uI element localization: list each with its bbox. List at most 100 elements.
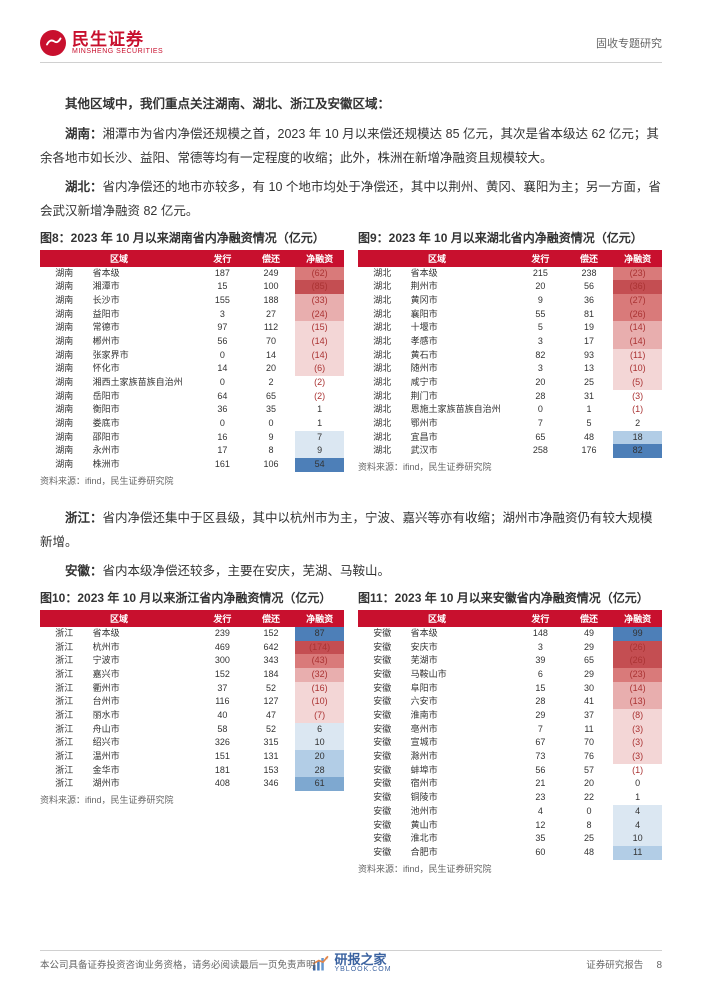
figure-8-source: 资料来源：ifind，民生证券研究院	[40, 474, 344, 487]
cell-net: (10)	[613, 362, 662, 376]
cell-region: 湖北	[358, 280, 407, 294]
figure-11-title: 图11：2023 年 10 月以来安徽省内净融资情况（亿元）	[358, 590, 662, 607]
cell-repay: 100	[247, 280, 296, 294]
cell-repay: 35	[247, 403, 296, 417]
table-row: 湖南娄底市001	[40, 417, 344, 431]
table-row: 湖北十堰市519(14)	[358, 321, 662, 335]
cell-city: 铜陵市	[407, 791, 516, 805]
cell-net: (36)	[613, 280, 662, 294]
cell-net: (174)	[295, 641, 344, 655]
table-row: 湖南衡阳市36351	[40, 403, 344, 417]
cell-repay: 29	[565, 641, 614, 655]
cell-city: 绍兴市	[89, 736, 198, 750]
table-row: 浙江省本级23915287	[40, 627, 344, 641]
cell-region: 湖南	[40, 335, 89, 349]
cell-net: 28	[295, 764, 344, 778]
cell-net: (7)	[295, 709, 344, 723]
cell-issue: 67	[516, 736, 565, 750]
cell-issue: 161	[198, 458, 247, 472]
cell-region: 安徽	[358, 791, 407, 805]
table-row: 安徽铜陵市23221	[358, 791, 662, 805]
table-header-repay: 偿还	[565, 250, 614, 267]
cell-net: (14)	[613, 321, 662, 335]
cell-net: (32)	[295, 668, 344, 682]
cell-net: 82	[613, 444, 662, 458]
cell-repay: 5	[565, 417, 614, 431]
cell-repay: 30	[565, 682, 614, 696]
cell-issue: 116	[198, 695, 247, 709]
cell-repay: 106	[247, 458, 296, 472]
cell-repay: 642	[247, 641, 296, 655]
cell-issue: 3	[516, 335, 565, 349]
cell-city: 省本级	[89, 627, 198, 641]
table-header-issue: 发行	[198, 250, 247, 267]
footer-report-type: 证券研究报告	[586, 960, 643, 971]
table-header-region: 区域	[358, 610, 516, 627]
cell-region: 湖北	[358, 267, 407, 281]
cell-city: 郴州市	[89, 335, 198, 349]
table-row: 安徽合肥市604811	[358, 846, 662, 860]
cell-issue: 3	[198, 308, 247, 322]
cell-region: 浙江	[40, 668, 89, 682]
table-row: 安徽淮南市2937(8)	[358, 709, 662, 723]
cell-region: 安徽	[358, 777, 407, 791]
cell-city: 舟山市	[89, 723, 198, 737]
cell-region: 安徽	[358, 709, 407, 723]
table-row: 浙江宁波市300343(43)	[40, 654, 344, 668]
table-row: 安徽池州市404	[358, 805, 662, 819]
cell-region: 安徽	[358, 682, 407, 696]
cell-repay: 76	[565, 750, 614, 764]
table-row: 湖南湘潭市15100(85)	[40, 280, 344, 294]
cell-net: 1	[613, 791, 662, 805]
brand-name-en: MINSHENG SECURITIES	[72, 48, 163, 55]
cell-net: (26)	[613, 641, 662, 655]
cell-net: (43)	[295, 654, 344, 668]
table-row: 湖南株洲市16110654	[40, 458, 344, 472]
cell-issue: 65	[516, 431, 565, 445]
cell-net: 87	[295, 627, 344, 641]
cell-repay: 20	[565, 777, 614, 791]
table-row: 浙江衢州市3752(16)	[40, 682, 344, 696]
cell-net: (1)	[613, 403, 662, 417]
cell-region: 安徽	[358, 750, 407, 764]
cell-region: 湖北	[358, 444, 407, 458]
cell-region: 浙江	[40, 641, 89, 655]
cell-net: (85)	[295, 280, 344, 294]
cell-repay: 57	[565, 764, 614, 778]
cell-net: 9	[295, 444, 344, 458]
table-row: 湖北荆州市2056(36)	[358, 280, 662, 294]
cell-region: 湖南	[40, 308, 89, 322]
table-row: 浙江舟山市58526	[40, 723, 344, 737]
cell-region: 湖北	[358, 294, 407, 308]
table-header-region: 区域	[40, 610, 198, 627]
table-row: 湖北鄂州市752	[358, 417, 662, 431]
cell-issue: 0	[516, 403, 565, 417]
cell-repay: 48	[565, 431, 614, 445]
cell-city: 株洲市	[89, 458, 198, 472]
cell-repay: 22	[565, 791, 614, 805]
cell-net: (2)	[295, 390, 344, 404]
table-header-net: 净融资	[295, 250, 344, 267]
cell-region: 湖南	[40, 267, 89, 281]
cell-net: 54	[295, 458, 344, 472]
cell-issue: 6	[516, 668, 565, 682]
cell-city: 六安市	[407, 695, 516, 709]
table-row: 浙江杭州市469642(174)	[40, 641, 344, 655]
cell-city: 黄石市	[407, 349, 516, 363]
cell-region: 安徽	[358, 627, 407, 641]
cell-issue: 469	[198, 641, 247, 655]
cell-city: 省本级	[407, 627, 516, 641]
table-header-net: 净融资	[613, 250, 662, 267]
table-row: 安徽芜湖市3965(26)	[358, 654, 662, 668]
cell-issue: 7	[516, 417, 565, 431]
cell-net: (33)	[295, 294, 344, 308]
cell-issue: 3	[516, 362, 565, 376]
cell-net: 0	[613, 777, 662, 791]
figure-row-1: 图8：2023 年 10 月以来湖南省内净融资情况（亿元） 区域发行偿还净融资湖…	[40, 230, 662, 487]
cell-net: (14)	[295, 349, 344, 363]
cell-repay: 25	[565, 832, 614, 846]
table-row: 湖北孝感市317(14)	[358, 335, 662, 349]
cell-city: 怀化市	[89, 362, 198, 376]
cell-region: 安徽	[358, 832, 407, 846]
cell-city: 永州市	[89, 444, 198, 458]
